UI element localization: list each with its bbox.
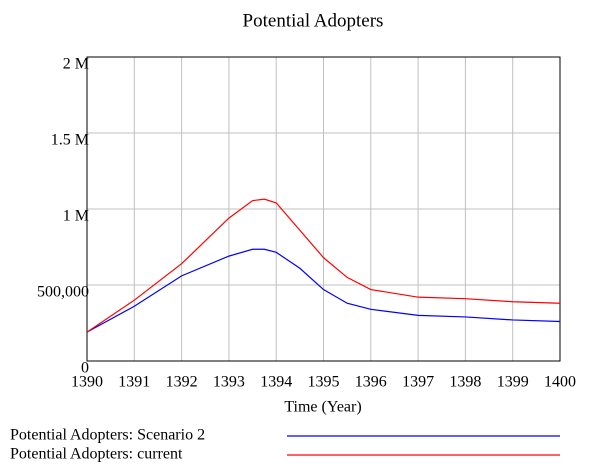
y-tick-label: 1 M bbox=[63, 208, 89, 225]
x-tick-label: 1395 bbox=[308, 374, 340, 391]
x-tick-label: 1400 bbox=[544, 374, 576, 391]
x-tick-label: 1392 bbox=[166, 374, 198, 391]
plot-frame bbox=[86, 56, 561, 362]
chart-title: Potential Adopters bbox=[243, 10, 384, 31]
x-tick-label: 1391 bbox=[118, 374, 150, 391]
x-tick-label: 1396 bbox=[355, 374, 387, 391]
legend-label: Potential Adopters: current bbox=[10, 446, 183, 463]
series-line bbox=[86, 248, 561, 333]
x-tick-label: 1394 bbox=[260, 374, 292, 391]
y-tick-label: 2 M bbox=[63, 56, 89, 73]
y-tick-label: 1.5 M bbox=[51, 132, 89, 149]
series-line bbox=[86, 198, 561, 333]
x-tick-label: 1390 bbox=[71, 374, 103, 391]
y-tick-label: 0 bbox=[81, 360, 89, 377]
x-tick-label: 1393 bbox=[213, 374, 245, 391]
x-tick-label: 1397 bbox=[402, 374, 434, 391]
x-tick-label: 1399 bbox=[497, 374, 529, 391]
x-tick-label: 1398 bbox=[449, 374, 481, 391]
x-axis-label: Time (Year) bbox=[284, 399, 361, 416]
y-tick-label: 500,000 bbox=[37, 284, 89, 301]
legend-label: Potential Adopters: Scenario 2 bbox=[10, 427, 205, 444]
